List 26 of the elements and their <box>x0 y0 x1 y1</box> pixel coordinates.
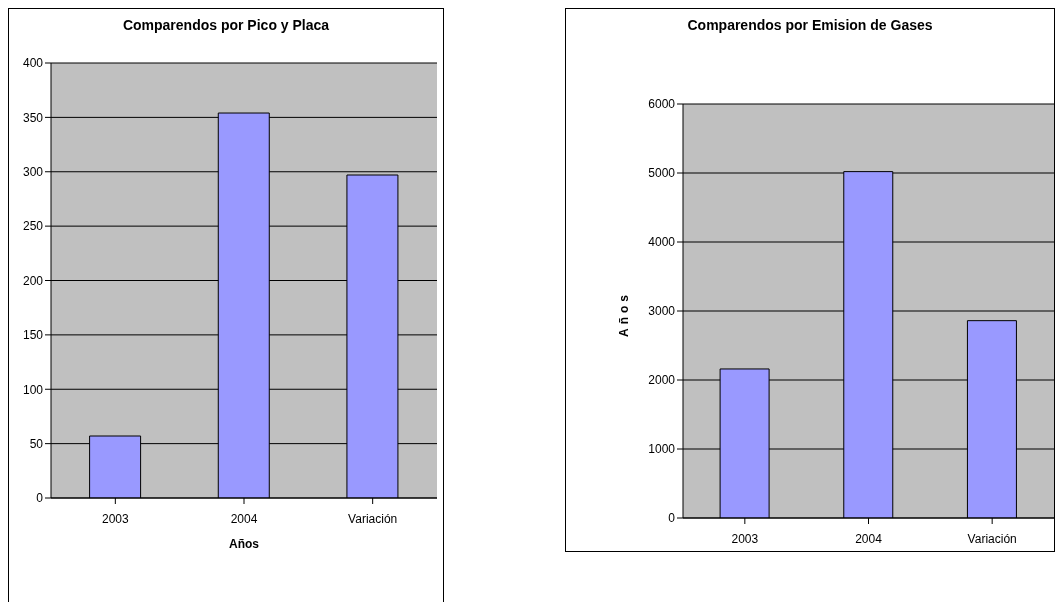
chart-title: Comparendos por Emision de Gases <box>686 17 934 33</box>
chart-title: Comparendos por Pico y Placa <box>121 17 331 33</box>
x-tick-label: Variación <box>967 531 1017 546</box>
y-tick-label: 100 <box>22 382 44 397</box>
x-tick-label: 2003 <box>101 511 129 526</box>
y-tick-label: 6000 <box>648 97 676 112</box>
y-tick-label: 2000 <box>648 373 676 388</box>
y-axis-title: Años <box>617 291 631 337</box>
y-tick-label: 200 <box>22 273 44 288</box>
y-tick-label: 50 <box>29 436 44 451</box>
y-tick-label: 5000 <box>648 166 676 181</box>
y-tick-label: 1000 <box>648 442 676 457</box>
y-tick-label: 400 <box>22 56 44 71</box>
x-axis-title: Años <box>229 537 260 551</box>
y-tick-label: 0 <box>668 511 676 526</box>
y-tick-label: 300 <box>22 165 44 180</box>
y-tick-label: 3000 <box>648 304 676 319</box>
y-tick-label: 4000 <box>648 235 676 250</box>
x-tick-label: 2003 <box>731 531 759 546</box>
y-tick-label: 0 <box>36 491 44 506</box>
x-tick-label: 2004 <box>230 511 258 526</box>
y-tick-label: 150 <box>22 328 44 343</box>
y-tick-label: 250 <box>22 219 44 234</box>
y-tick-label: 350 <box>22 110 44 125</box>
x-tick-label: 2004 <box>855 531 883 546</box>
x-tick-label: Variación <box>348 511 398 526</box>
